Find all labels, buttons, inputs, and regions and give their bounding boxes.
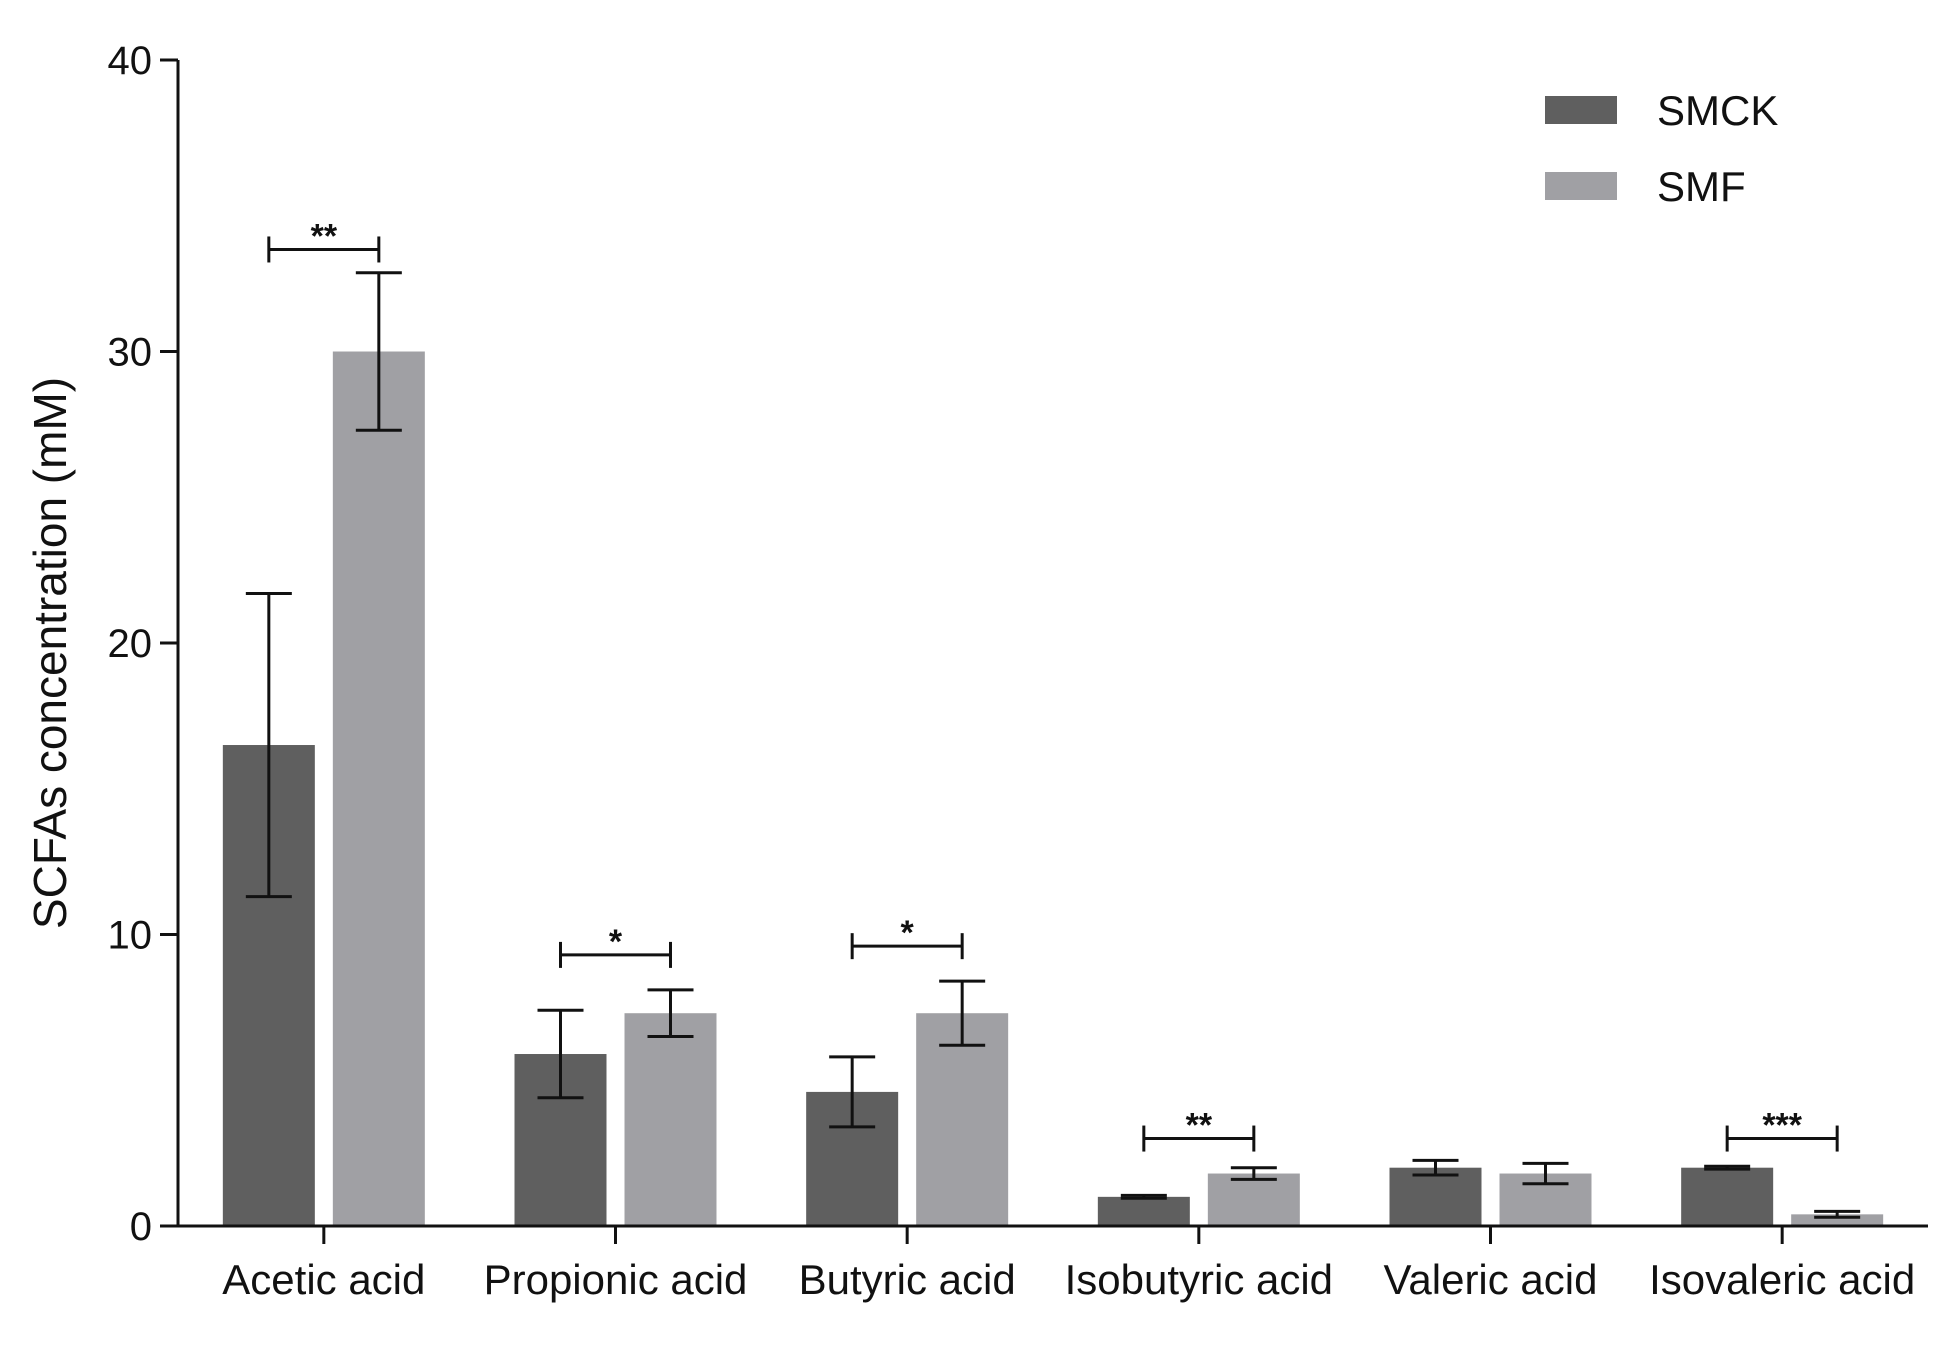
significance-label: *	[901, 914, 915, 952]
error-bar-smf-valeric-acid	[1522, 1161, 1569, 1186]
error-bar-smf-acetic-acid	[355, 271, 402, 432]
x-tick-label-isovaleric-acid: Isovaleric acid	[1649, 1256, 1915, 1303]
y-tick-label: 30	[108, 331, 153, 375]
x-tick-label-acetic-acid: Acetic acid	[222, 1256, 425, 1303]
significance-label: *	[609, 923, 623, 961]
x-ticks: Acetic acid Propionic acid Butyric acid Iso…	[222, 1226, 1915, 1303]
error-bar-smck-acetic-acid	[245, 591, 292, 899]
error-bar-smck-propionic-acid	[537, 1008, 584, 1100]
legend-swatch	[1545, 172, 1617, 200]
bar-smf-butyric-acid	[916, 1013, 1009, 1226]
error-bar-smf-propionic-acid	[647, 988, 694, 1039]
bar-smck-isovaleric-acid	[1681, 1167, 1774, 1226]
bar-smf-isovaleric-acid	[1791, 1214, 1884, 1226]
x-tick-label-butyric-acid: Butyric acid	[799, 1256, 1016, 1303]
y-tick-label: 40	[108, 39, 153, 83]
significance-bracket-acetic-acid: **	[267, 217, 381, 263]
y-ticks: 0 10 20 30 40	[108, 39, 178, 1249]
legend-label: SMCK	[1657, 87, 1778, 134]
error-bars-layer	[245, 271, 1861, 1219]
legend-item-smf: SMF	[1545, 163, 1746, 210]
legend: SMCK SMF	[1545, 87, 1778, 210]
error-bar-smck-valeric-acid	[1412, 1158, 1459, 1177]
y-tick-label: 0	[130, 1205, 152, 1249]
legend-label: SMF	[1657, 163, 1746, 210]
y-tick-label: 10	[108, 914, 153, 958]
legend-swatch	[1545, 96, 1617, 124]
significance-label: **	[1186, 1107, 1213, 1145]
significance-label: ***	[1762, 1107, 1802, 1145]
significance-label: **	[311, 217, 338, 255]
significance-bracket-isobutyric-acid: **	[1142, 1107, 1256, 1152]
x-tick-label-isobutyric-acid: Isobutyric acid	[1065, 1256, 1333, 1303]
error-bar-smf-butyric-acid	[939, 979, 986, 1047]
significance-layer: *** *** ***	[267, 217, 1839, 1152]
significance-bracket-isovaleric-acid: ***	[1725, 1107, 1839, 1152]
error-bar-smck-butyric-acid	[829, 1055, 876, 1129]
significance-bracket-propionic-acid: *	[559, 923, 672, 968]
bar-smf-isobutyric-acid	[1207, 1173, 1300, 1226]
bar-smf-propionic-acid	[624, 1013, 717, 1226]
error-bar-smf-isobutyric-acid	[1230, 1166, 1277, 1181]
error-bar-smck-isovaleric-acid	[1704, 1164, 1751, 1171]
x-tick-label-valeric-acid: Valeric acid	[1384, 1256, 1598, 1303]
error-bar-smf-isovaleric-acid	[1814, 1209, 1861, 1219]
axes-layer	[176, 60, 1928, 1228]
bar-smck-isobutyric-acid	[1097, 1196, 1190, 1226]
y-tick-label: 20	[108, 622, 153, 666]
significance-bracket-butyric-acid: *	[850, 914, 964, 960]
legend-item-smck: SMCK	[1545, 87, 1778, 134]
bar-smck-valeric-acid	[1389, 1167, 1482, 1226]
x-tick-label-propionic-acid: Propionic acid	[484, 1256, 748, 1303]
bar-smf-acetic-acid	[332, 351, 425, 1226]
y-axis-title: SCFAs concentration (mM)	[24, 377, 76, 929]
error-bar-smck-isobutyric-acid	[1120, 1193, 1167, 1200]
bars-layer	[222, 351, 1884, 1226]
